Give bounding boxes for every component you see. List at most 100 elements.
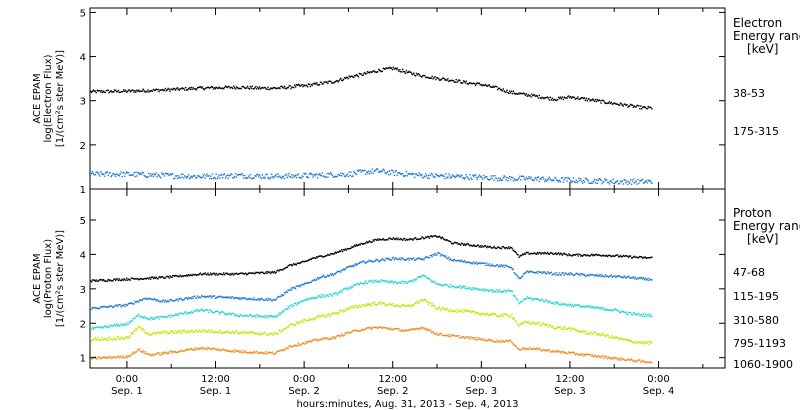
data-point xyxy=(313,278,315,281)
data-point xyxy=(586,306,588,308)
data-point xyxy=(457,286,459,289)
data-point xyxy=(276,176,278,178)
data-point xyxy=(638,277,640,279)
data-point xyxy=(639,179,641,182)
data-point xyxy=(307,341,310,343)
data-point xyxy=(159,89,161,91)
data-point xyxy=(374,280,376,282)
data-point xyxy=(558,97,561,100)
data-point xyxy=(111,325,113,328)
data-point xyxy=(303,283,305,286)
data-point xyxy=(359,282,361,284)
data-point xyxy=(434,252,436,255)
data-point xyxy=(195,347,197,349)
data-point xyxy=(626,180,628,182)
data-point xyxy=(535,94,538,97)
data-point xyxy=(606,275,609,278)
data-point xyxy=(459,243,461,245)
data-point xyxy=(442,334,444,337)
data-point xyxy=(221,349,223,351)
data-point xyxy=(626,104,628,106)
data-point xyxy=(330,82,333,84)
data-point xyxy=(275,298,277,301)
data-point xyxy=(276,333,278,335)
data-point xyxy=(102,305,105,308)
data-point xyxy=(277,350,279,352)
data-point xyxy=(267,352,269,354)
data-point xyxy=(255,332,257,335)
data-point xyxy=(635,106,637,108)
data-point xyxy=(194,310,196,312)
data-point xyxy=(616,336,618,338)
data-point xyxy=(441,254,443,256)
data-point xyxy=(355,244,358,246)
data-point xyxy=(290,263,292,266)
data-point xyxy=(104,306,107,308)
data-point xyxy=(534,323,537,326)
data-point xyxy=(259,332,262,334)
data-point xyxy=(446,335,448,337)
data-point xyxy=(96,358,98,360)
data-point xyxy=(349,287,351,290)
data-point xyxy=(379,259,382,262)
data-point xyxy=(502,290,504,293)
data-point xyxy=(169,298,171,301)
data-point xyxy=(447,284,449,286)
data-point xyxy=(293,86,295,89)
data-point xyxy=(267,299,269,302)
data-point xyxy=(577,354,579,356)
data-point xyxy=(332,312,335,314)
data-point xyxy=(598,254,600,256)
data-point xyxy=(136,315,138,317)
data-point xyxy=(153,173,156,175)
data-point xyxy=(546,179,549,181)
data-point xyxy=(546,350,549,352)
data-point xyxy=(229,331,231,333)
data-point xyxy=(334,292,336,294)
data-point xyxy=(173,300,175,302)
data-point xyxy=(267,334,269,336)
data-point xyxy=(213,331,216,333)
data-point xyxy=(550,326,552,328)
data-point xyxy=(258,299,261,301)
data-point xyxy=(314,257,316,259)
data-point xyxy=(310,258,312,261)
data-point xyxy=(399,238,401,241)
data-point xyxy=(608,254,611,257)
data-point xyxy=(281,349,283,351)
data-point xyxy=(286,326,288,329)
data-point xyxy=(183,331,185,333)
data-point xyxy=(186,274,188,276)
data-point xyxy=(396,283,398,285)
data-point xyxy=(210,297,213,299)
data-point xyxy=(486,85,489,87)
data-point xyxy=(113,173,115,175)
data-point xyxy=(609,102,611,105)
data-point xyxy=(459,337,461,339)
data-point xyxy=(284,267,287,269)
data-point xyxy=(521,300,524,302)
data-point xyxy=(418,257,420,259)
data-point xyxy=(305,172,307,175)
data-point xyxy=(168,88,170,91)
data-point xyxy=(331,82,334,84)
data-point xyxy=(207,330,209,332)
data-point xyxy=(539,97,541,99)
data-point xyxy=(490,86,492,88)
data-point xyxy=(537,97,539,99)
data-point xyxy=(510,266,513,269)
data-point xyxy=(427,236,430,238)
data-point xyxy=(647,340,649,343)
data-point xyxy=(252,299,254,301)
data-point xyxy=(438,79,441,81)
data-point xyxy=(412,281,414,283)
data-point xyxy=(92,328,95,330)
data-point xyxy=(420,237,422,240)
xtick-time-label: 0:00 xyxy=(293,374,315,385)
data-point xyxy=(585,275,587,277)
data-point xyxy=(564,272,566,275)
data-point xyxy=(90,308,93,310)
data-point xyxy=(330,80,332,82)
data-point xyxy=(602,332,604,335)
